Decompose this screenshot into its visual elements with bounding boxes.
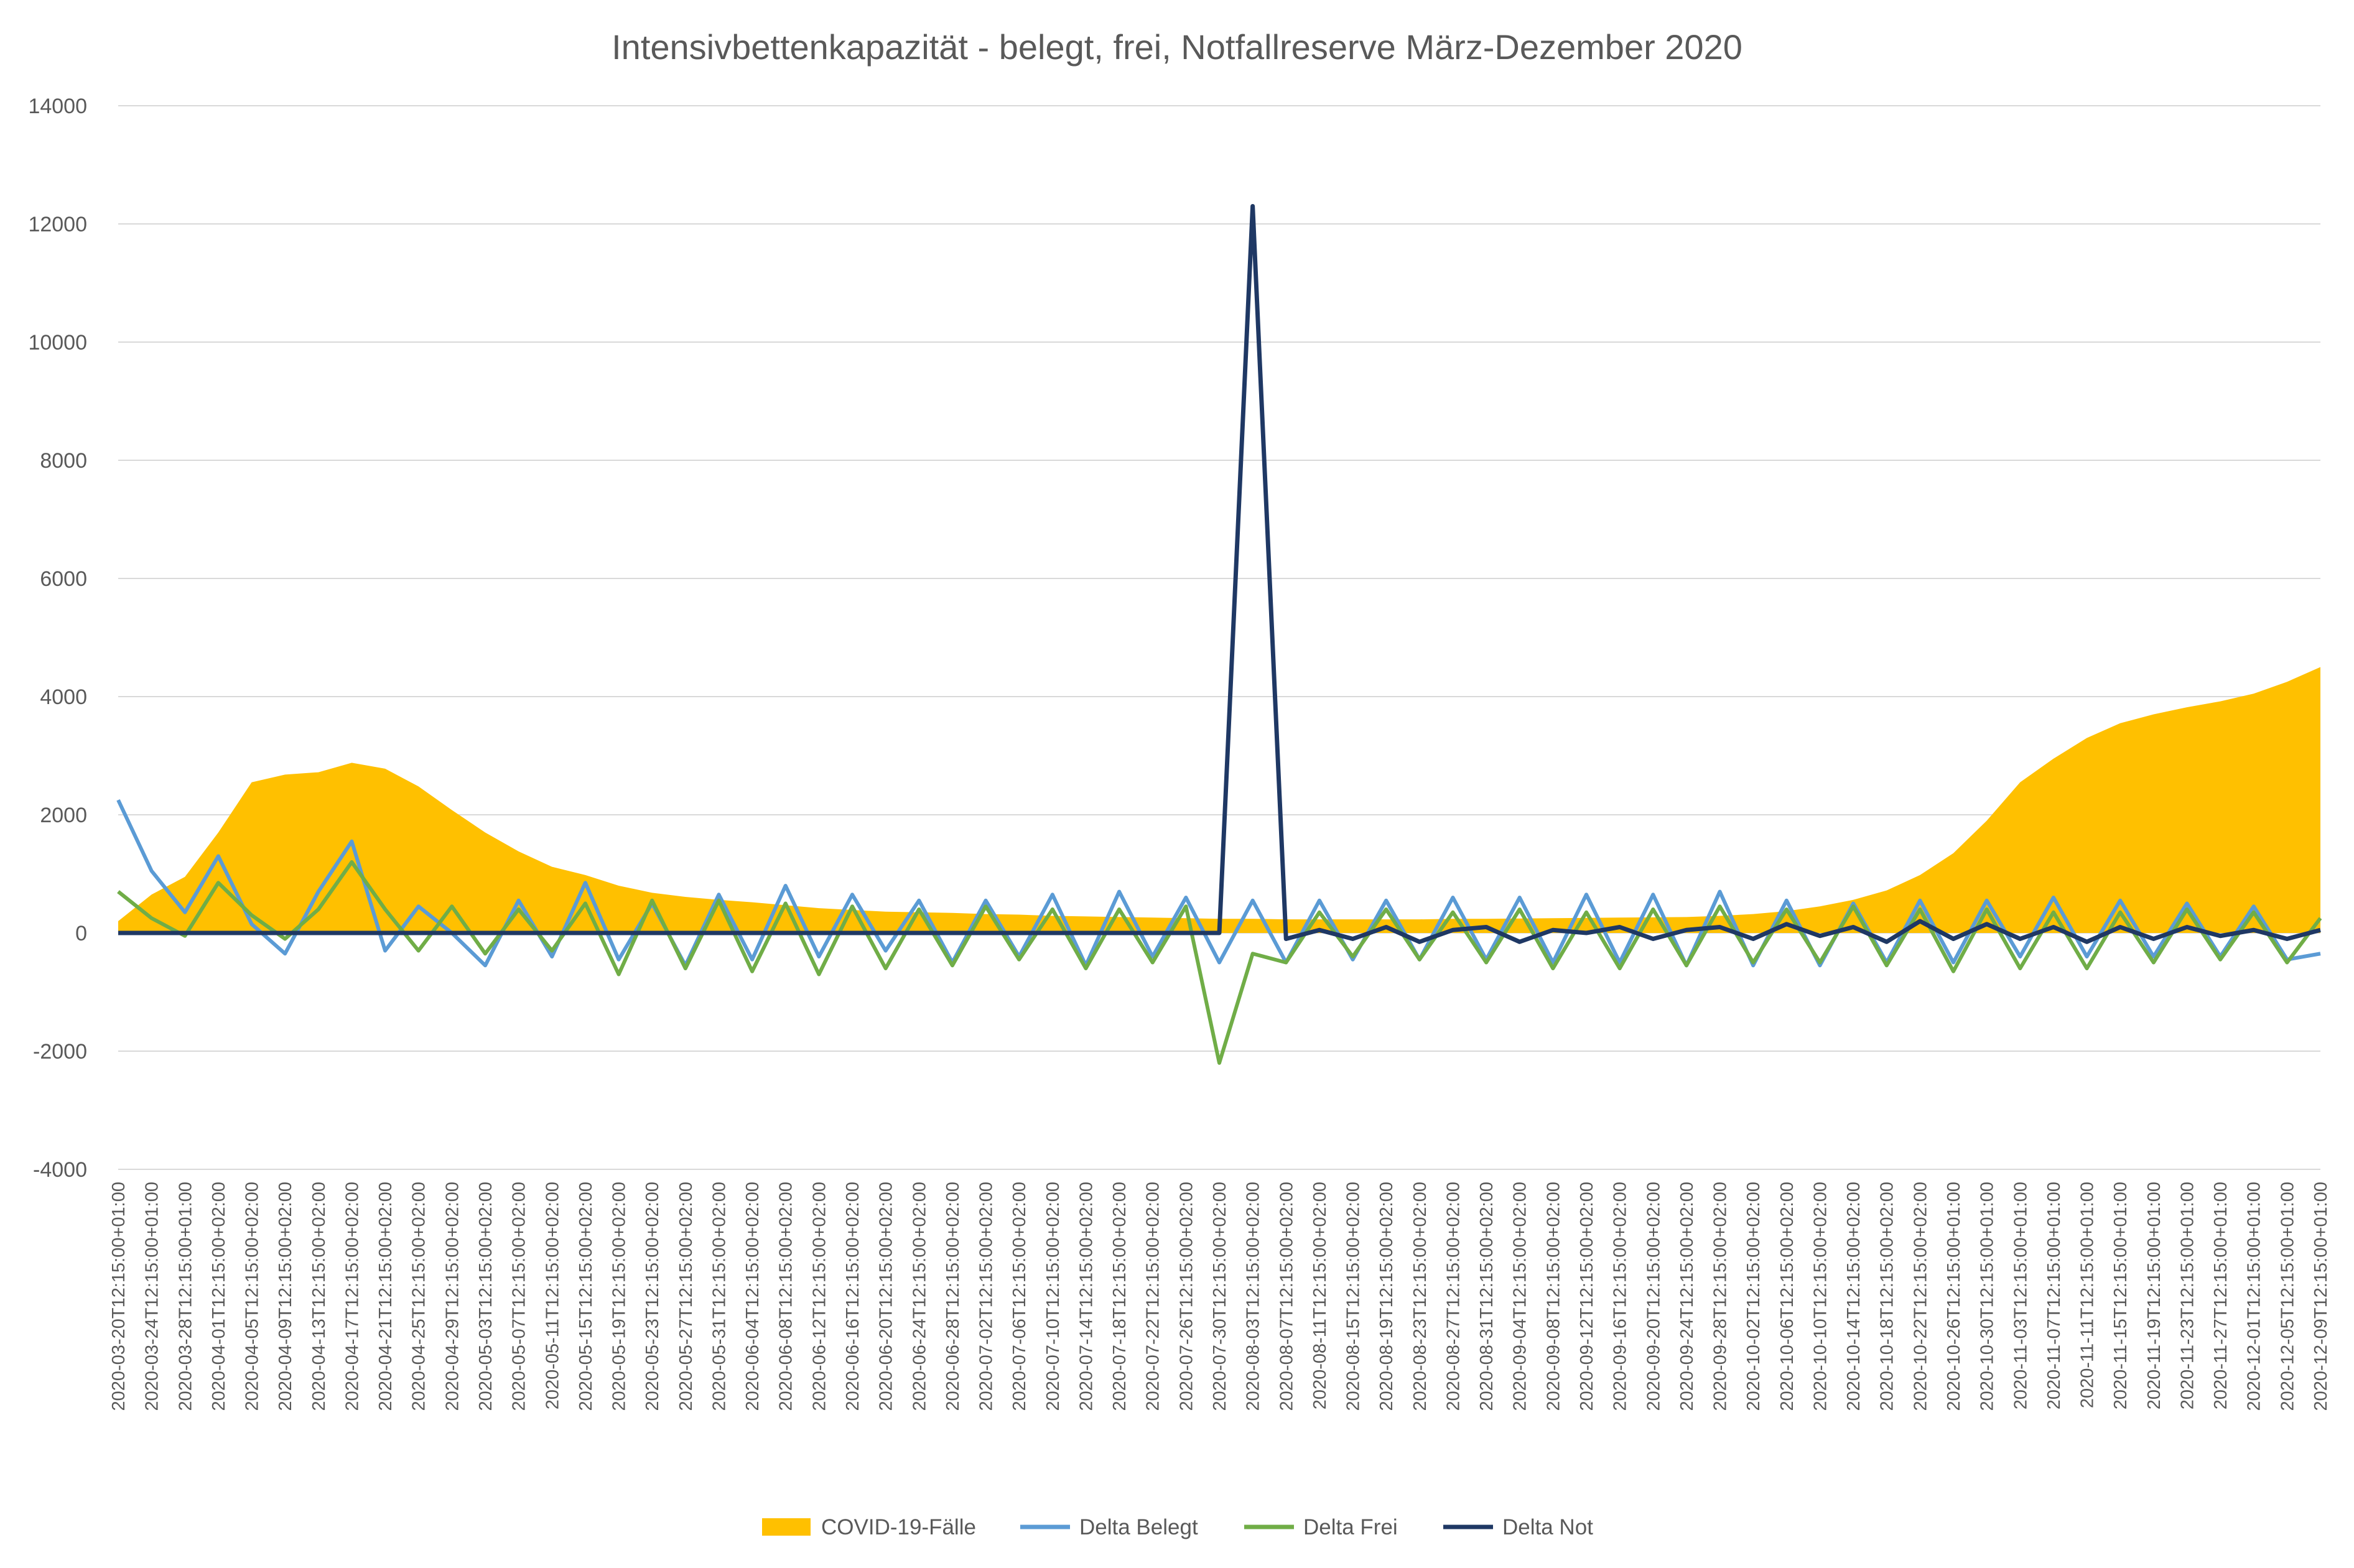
x-tick-label: 2020-05-19T12:15:00+02:00	[610, 1182, 630, 1411]
x-tick-label: 2020-09-16T12:15:00+02:00	[1611, 1182, 1631, 1411]
gridlines	[118, 105, 2320, 1170]
x-tick-label: 2020-08-23T12:15:00+02:00	[1410, 1182, 1430, 1411]
y-tick-label: 6000	[40, 567, 87, 591]
x-tick-label: 2020-09-20T12:15:00+02:00	[1644, 1182, 1663, 1411]
x-tick-label: 2020-04-09T12:15:00+02:00	[276, 1182, 295, 1411]
x-tick-label: 2020-10-06T12:15:00+02:00	[1777, 1182, 1797, 1411]
x-tick-label: 2020-04-13T12:15:00+02:00	[309, 1182, 329, 1411]
x-tick-label: 2020-10-10T12:15:00+02:00	[1810, 1182, 1830, 1411]
y-tick-label: 12000	[28, 213, 87, 236]
x-tick-label: 2020-10-30T12:15:00+01:00	[1978, 1182, 1998, 1411]
x-tick-label: 2020-07-30T12:15:00+02:00	[1210, 1182, 1230, 1411]
x-tick-label: 2020-05-03T12:15:00+02:00	[476, 1182, 496, 1411]
x-tick-label: 2020-04-05T12:15:00+02:00	[243, 1182, 263, 1411]
x-tick-label: 2020-05-31T12:15:00+02:00	[709, 1182, 729, 1411]
x-tick-label: 2020-10-14T12:15:00+02:00	[1844, 1182, 1864, 1411]
x-tick-label: 2020-06-16T12:15:00+02:00	[843, 1182, 863, 1411]
x-tick-label: 2020-03-20T12:15:00+01:00	[109, 1182, 129, 1411]
x-tick-label: 2020-06-24T12:15:00+02:00	[910, 1182, 929, 1411]
x-tick-label: 2020-11-27T12:15:00+01:00	[2211, 1182, 2231, 1409]
x-tick-label: 2020-08-19T12:15:00+02:00	[1377, 1182, 1397, 1411]
x-tick-label: 2020-12-01T12:15:00+01:00	[2245, 1182, 2264, 1411]
x-tick-label: 2020-08-27T12:15:00+02:00	[1443, 1182, 1463, 1411]
y-tick-label: 14000	[28, 95, 87, 118]
x-tick-label: 2020-10-02T12:15:00+02:00	[1744, 1182, 1764, 1411]
x-tick-label: 2020-06-08T12:15:00+02:00	[776, 1182, 796, 1411]
x-tick-label: 2020-04-21T12:15:00+02:00	[376, 1182, 396, 1411]
x-tick-label: 2020-06-20T12:15:00+02:00	[877, 1182, 896, 1411]
y-axis-ticks: -4000 -2000 0 2000 4000 6000 8000 10000 12000 140…	[28, 95, 87, 1182]
legend-label: Delta Not	[1502, 1515, 1593, 1539]
x-tick-label: 2020-10-22T12:15:00+02:00	[1910, 1182, 1930, 1411]
x-tick-label: 2020-10-26T12:15:00+01:00	[1944, 1182, 1964, 1411]
x-tick-label: 2020-08-03T12:15:00+02:00	[1244, 1182, 1263, 1411]
x-tick-label: 2020-06-12T12:15:00+02:00	[809, 1182, 829, 1411]
y-tick-label: -2000	[33, 1040, 87, 1064]
x-tick-label: 2020-10-18T12:15:00+02:00	[1877, 1182, 1897, 1411]
x-tick-label: 2020-12-05T12:15:00+01:00	[2277, 1182, 2297, 1411]
x-tick-label: 2020-08-07T12:15:00+02:00	[1277, 1182, 1296, 1411]
x-tick-label: 2020-06-28T12:15:00+02:00	[943, 1182, 963, 1411]
x-tick-label: 2020-04-17T12:15:00+02:00	[342, 1182, 362, 1411]
x-tick-label: 2020-11-11T12:15:00+01:00	[2078, 1182, 2098, 1408]
x-tick-label: 2020-05-15T12:15:00+02:00	[576, 1182, 596, 1411]
y-tick-label: 8000	[40, 449, 87, 473]
x-tick-label: 2020-07-06T12:15:00+02:00	[1010, 1182, 1030, 1411]
x-tick-label: 2020-07-18T12:15:00+02:00	[1110, 1182, 1130, 1411]
x-tick-label: 2020-08-15T12:15:00+02:00	[1344, 1182, 1364, 1411]
legend-label: Delta Belegt	[1079, 1515, 1198, 1539]
x-tick-label: 2020-11-15T12:15:00+01:00	[2111, 1182, 2131, 1409]
series-layer	[116, 204, 2322, 1065]
y-tick-label: -4000	[33, 1158, 87, 1182]
x-tick-label: 2020-05-27T12:15:00+02:00	[676, 1182, 696, 1411]
x-tick-label: 2020-09-12T12:15:00+02:00	[1577, 1182, 1597, 1411]
x-tick-label: 2020-11-23T12:15:00+01:00	[2177, 1182, 2197, 1409]
chart-title: Intensivbettenkapazität - belegt, frei, …	[612, 27, 1742, 67]
x-tick-label: 2020-04-25T12:15:00+02:00	[409, 1182, 429, 1411]
legend-label: COVID-19-Fälle	[821, 1515, 976, 1539]
legend-label: Delta Frei	[1303, 1515, 1398, 1539]
x-tick-label: 2020-12-09T12:15:00+01:00	[2311, 1182, 2331, 1411]
x-tick-label: 2020-05-11T12:15:00+02:00	[542, 1182, 562, 1409]
legend-swatch	[762, 1518, 811, 1536]
x-tick-label: 2020-09-08T12:15:00+02:00	[1543, 1182, 1563, 1411]
y-tick-label: 4000	[40, 685, 87, 709]
legend: COVID-19-Fälle Delta Belegt Delta Frei Delt…	[762, 1515, 1593, 1539]
x-axis-ticks: 2020-03-20T12:15:00+01:00 2020-03-24T12:1…	[109, 1182, 2331, 1411]
x-tick-label: 2020-06-04T12:15:00+02:00	[743, 1182, 763, 1411]
x-tick-label: 2020-07-26T12:15:00+02:00	[1176, 1182, 1196, 1411]
x-tick-label: 2020-08-31T12:15:00+02:00	[1477, 1182, 1497, 1411]
x-tick-label: 2020-07-10T12:15:00+02:00	[1043, 1182, 1063, 1411]
y-tick-label: 0	[75, 922, 87, 945]
x-tick-label: 2020-09-04T12:15:00+02:00	[1510, 1182, 1530, 1411]
x-tick-label: 2020-04-01T12:15:00+02:00	[209, 1182, 229, 1411]
x-tick-label: 2020-11-19T12:15:00+01:00	[2144, 1182, 2164, 1409]
x-tick-label: 2020-07-22T12:15:00+02:00	[1143, 1182, 1163, 1411]
x-tick-label: 2020-07-14T12:15:00+02:00	[1076, 1182, 1096, 1411]
x-tick-label: 2020-03-28T12:15:00+01:00	[175, 1182, 195, 1411]
x-tick-label: 2020-04-29T12:15:00+02:00	[442, 1182, 462, 1411]
x-tick-label: 2020-05-23T12:15:00+02:00	[643, 1182, 663, 1411]
x-tick-label: 2020-09-28T12:15:00+02:00	[1711, 1182, 1731, 1411]
x-tick-label: 2020-07-02T12:15:00+02:00	[977, 1182, 997, 1411]
x-tick-label: 2020-08-11T12:15:00+02:00	[1310, 1182, 1330, 1409]
x-tick-label: 2020-03-24T12:15:00+01:00	[142, 1182, 162, 1411]
x-tick-label: 2020-05-07T12:15:00+02:00	[509, 1182, 529, 1411]
x-tick-label: 2020-11-03T12:15:00+01:00	[2011, 1182, 2031, 1409]
series-area-covid-19-f-lle	[118, 667, 2320, 933]
y-tick-label: 10000	[28, 331, 87, 355]
y-tick-label: 2000	[40, 804, 87, 827]
x-tick-label: 2020-11-07T12:15:00+01:00	[2044, 1182, 2064, 1409]
x-tick-label: 2020-09-24T12:15:00+02:00	[1677, 1182, 1697, 1411]
